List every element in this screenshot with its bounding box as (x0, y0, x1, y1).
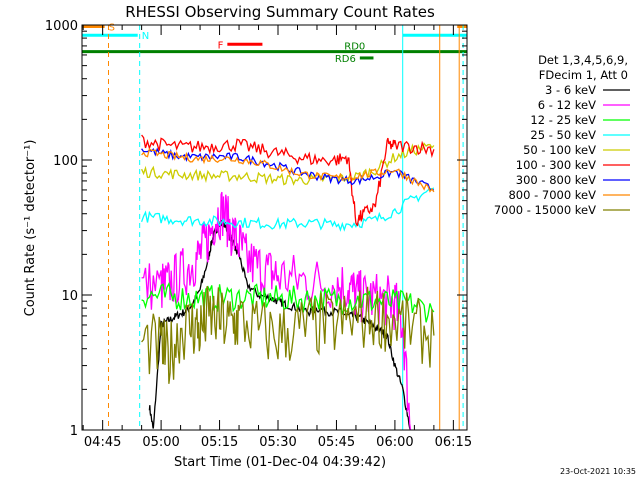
legend: Det 1,3,4,5,6,9,FDecim 1, Att 03 - 6 keV… (494, 53, 630, 217)
series-line (141, 147, 435, 193)
x-tick-label: 04:45 (84, 435, 121, 450)
plot-frame (81, 24, 468, 431)
x-tick-label: 06:15 (435, 435, 472, 450)
series-line (141, 281, 435, 323)
y-tick-label: 10 (61, 289, 78, 304)
flag-label: RD0 (344, 42, 365, 53)
flag-label: RD6 (335, 54, 356, 65)
legend-entry: 100 - 300 keV (516, 158, 596, 172)
legend-entry: 300 - 800 keV (516, 173, 596, 187)
x-tick-label: 06:00 (376, 435, 413, 450)
legend-entry: 50 - 100 keV (523, 143, 596, 157)
x-tick-label: 05:45 (318, 435, 355, 450)
x-tick-label: 05:00 (142, 435, 179, 450)
vlines-layer (107, 25, 464, 430)
series-line (141, 285, 435, 384)
flag-label: F (218, 40, 224, 51)
x-tick-label: 05:30 (259, 435, 296, 450)
series-line (141, 134, 435, 227)
y-axis: 1 10 100 1000 (45, 19, 467, 439)
legend-entry: 800 - 7000 keV (508, 188, 596, 202)
x-tick-label: 05:15 (201, 435, 238, 450)
flag-label: N (142, 31, 149, 42)
legend-header: FDecim 1, Att 0 (539, 68, 628, 82)
y-tick-label: 1000 (45, 19, 78, 34)
series-line (141, 191, 412, 431)
legend-entry: 25 - 50 keV (530, 128, 596, 142)
legend-entry: 7000 - 15000 keV (494, 203, 596, 217)
legend-entry: 3 - 6 keV (545, 83, 596, 97)
legend-header: Det 1,3,4,5,6,9, (538, 53, 628, 67)
x-axis-label: Start Time (01-Dec-04 04:39:42) (174, 455, 386, 470)
y-axis-label: Count Rate (s⁻¹ detector⁻¹) (23, 140, 38, 317)
series-line (140, 187, 435, 232)
legend-entry: 6 - 12 keV (538, 98, 596, 112)
flag-label: S (109, 22, 115, 33)
y-tick-label: 1 (70, 424, 78, 439)
series-layer (140, 134, 435, 431)
x-axis: 04:45 05:00 05:15 05:30 05:45 06:00 06:15 (82, 25, 472, 450)
chart-title: RHESSI Observing Summary Count Rates (125, 3, 435, 21)
series-line (148, 218, 412, 431)
y-tick-label: 100 (53, 154, 78, 169)
series-line (141, 142, 435, 186)
timestamp: 23-Oct-2021 10:35 (560, 467, 636, 476)
legend-entry: 12 - 25 keV (530, 113, 596, 127)
